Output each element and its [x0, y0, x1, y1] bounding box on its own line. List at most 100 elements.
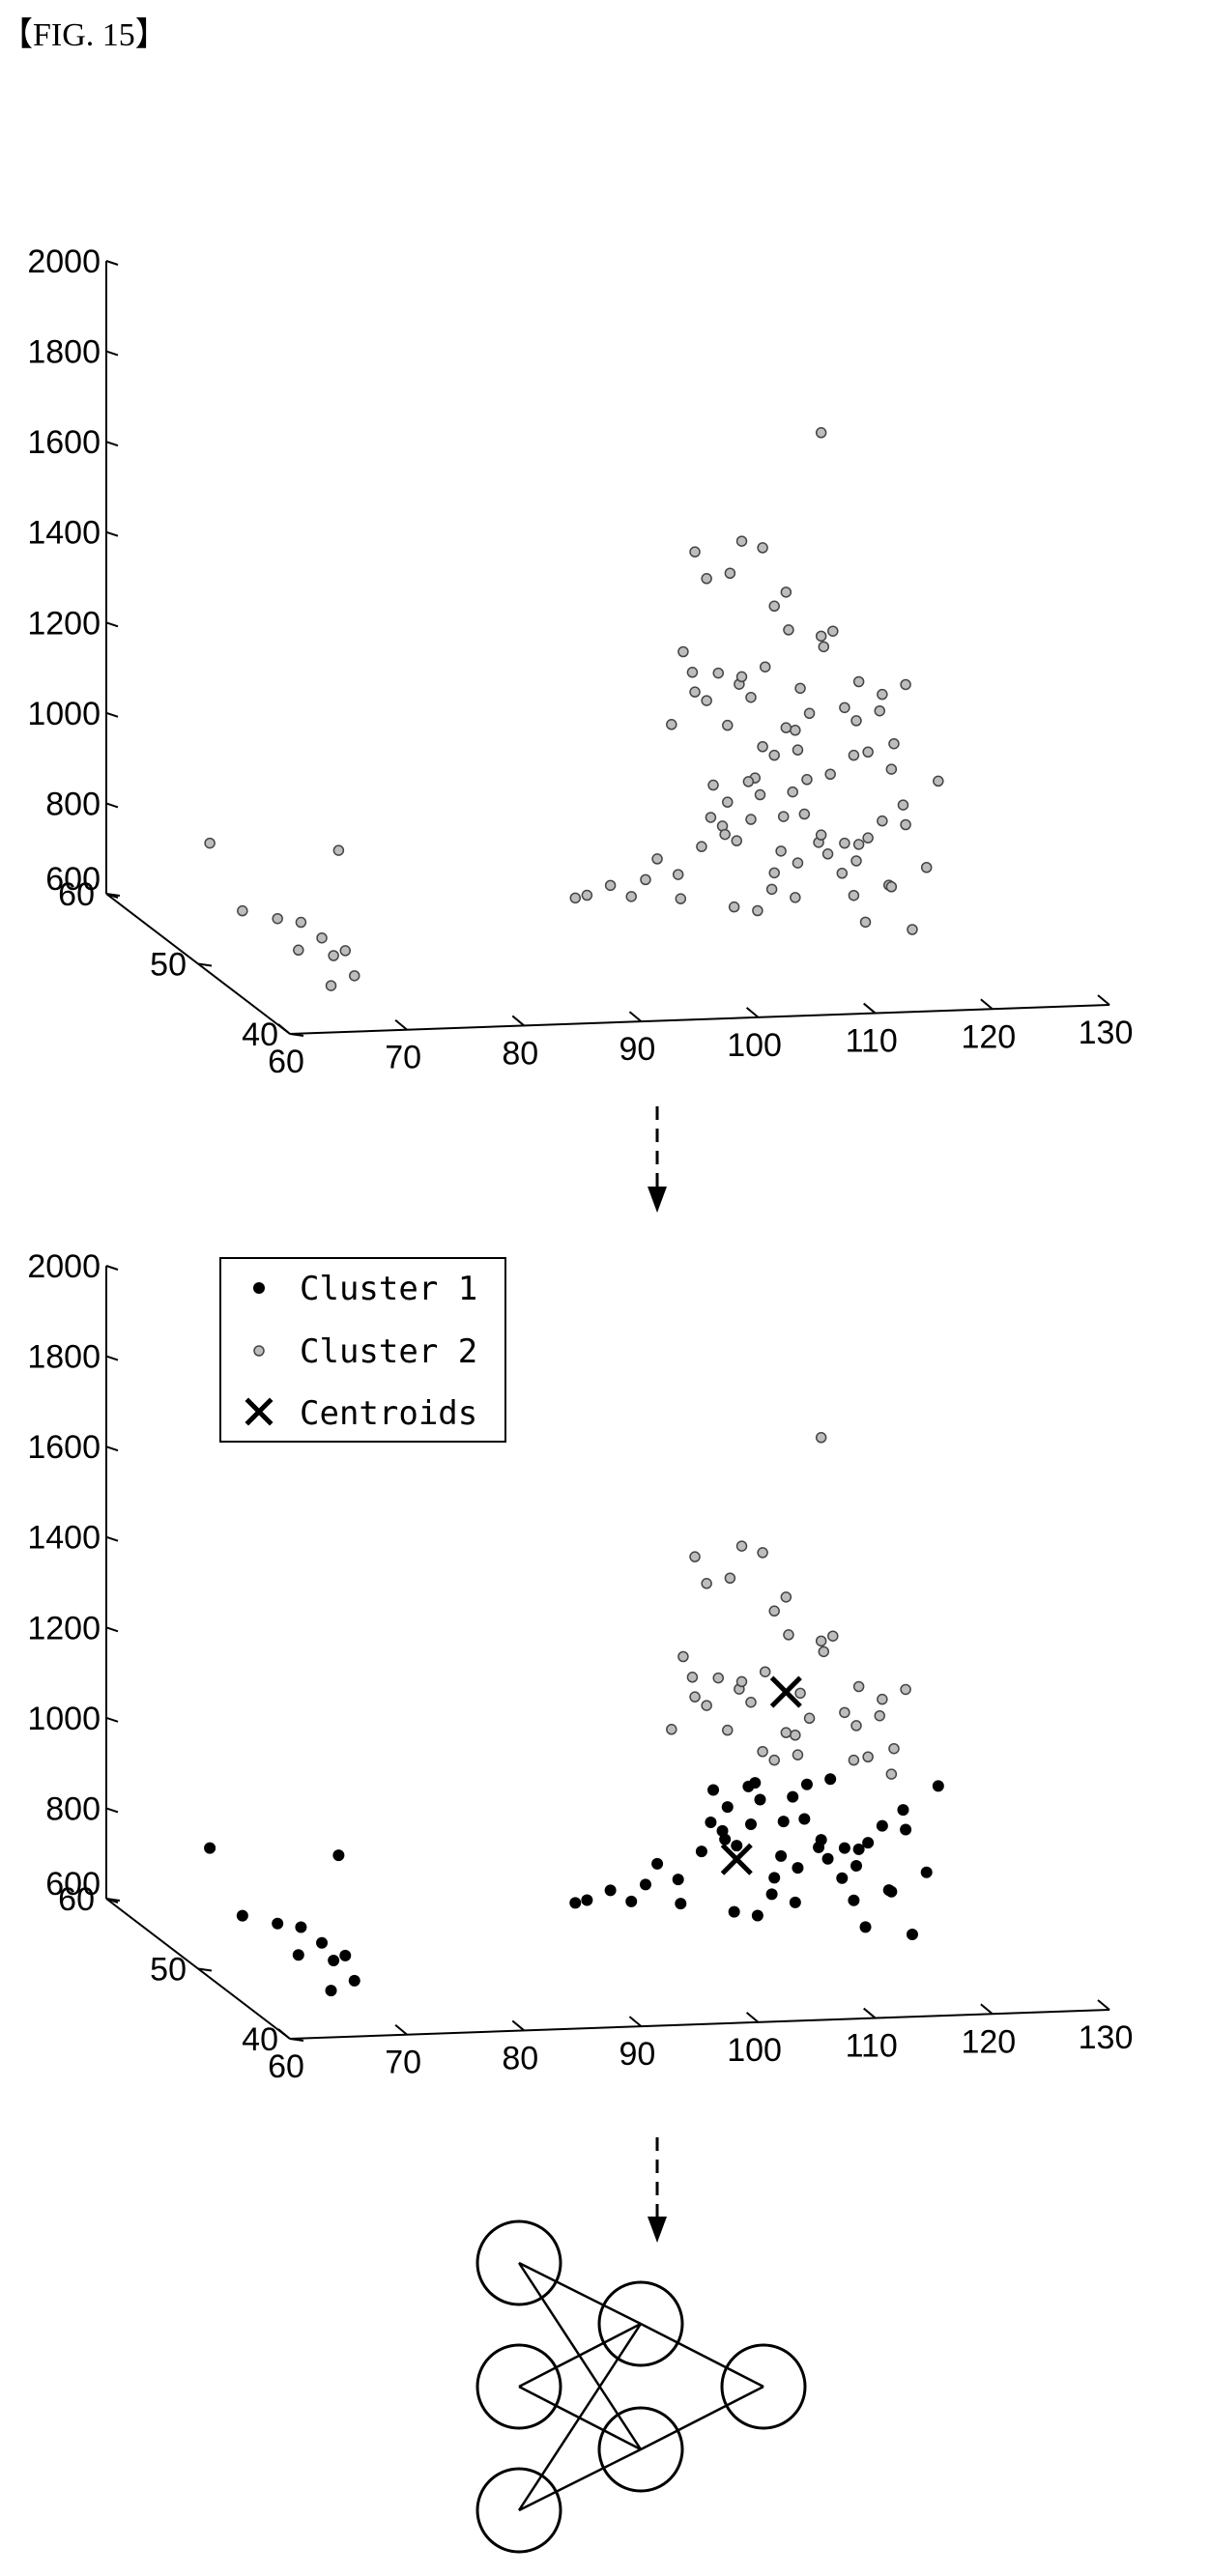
- x-tick-mark: [863, 1002, 877, 1015]
- data-point-cluster2: [735, 1540, 748, 1552]
- data-point-cluster2: [859, 916, 872, 929]
- data-point-cluster2: [204, 837, 216, 849]
- data-point-cluster1: [581, 1894, 593, 1906]
- network-edge: [640, 2385, 764, 2451]
- scatter-3d-clustered: 60 70 80 90 100 110 120 13040506060080010001200…: [27, 1248, 1133, 2085]
- data-point-cluster1: [328, 1955, 340, 1966]
- x-tick-mark: [980, 2003, 994, 2016]
- x-tick-label: 60: [268, 2048, 304, 2085]
- data-point-cluster1: [742, 1780, 755, 1792]
- data-point-cluster1: [316, 1936, 329, 1949]
- z-tick-mark: [105, 1265, 119, 1271]
- scatter-3d-raw: 60 70 80 90 100 110 120 13040506060080010001200…: [27, 243, 1133, 1080]
- z-tick-label: 1600: [27, 424, 101, 461]
- data-point-cluster2: [815, 427, 827, 439]
- data-point-cluster2: [874, 1709, 885, 1722]
- network-node-in-1: [475, 2219, 562, 2306]
- data-point-cluster2: [877, 1693, 888, 1705]
- x-tick-mark: [394, 2023, 408, 2036]
- data-point-cluster2: [677, 645, 689, 658]
- x-tick-mark: [394, 1018, 408, 1031]
- data-point-cluster2: [850, 1720, 862, 1732]
- data-point-cluster2: [701, 695, 712, 706]
- data-point-cluster1: [848, 1894, 860, 1906]
- arrow-head: [648, 1187, 667, 1213]
- data-point-cluster1: [295, 1921, 307, 1933]
- network-node-in-3: [475, 2467, 562, 2554]
- data-point-cluster2: [818, 1646, 830, 1658]
- data-point-cluster2: [900, 1683, 911, 1696]
- data-point-cluster2: [877, 815, 888, 827]
- data-point-cluster2: [728, 901, 740, 913]
- legend-label-centroids: Centroids: [300, 1394, 477, 1433]
- data-point-cluster2: [640, 873, 651, 886]
- x-tick-label: 100: [727, 2032, 782, 2069]
- data-point-cluster2: [803, 707, 816, 720]
- data-point-cluster2: [672, 869, 684, 880]
- network-edge: [518, 2322, 642, 2389]
- data-point-cluster2: [757, 1746, 768, 1758]
- x-tick-label: 130: [1079, 2019, 1134, 2056]
- data-point-cluster2: [783, 1629, 794, 1641]
- z-tick-mark: [105, 1535, 119, 1542]
- data-point-cluster2: [794, 682, 806, 695]
- network-edge: [640, 2322, 764, 2389]
- data-point-cluster2: [888, 737, 900, 750]
- data-point-cluster2: [839, 837, 850, 849]
- data-point-cluster2: [777, 811, 790, 822]
- data-point-cluster1: [768, 1872, 781, 1884]
- data-point-cluster2: [794, 1687, 806, 1700]
- legend-box: [219, 1257, 506, 1443]
- data-point-cluster2: [787, 786, 798, 798]
- x-tick-label: 90: [619, 2036, 656, 2073]
- data-point-cluster2: [780, 1591, 792, 1603]
- data-point-cluster1: [721, 1801, 734, 1814]
- data-point-cluster1: [751, 1909, 763, 1922]
- z-tick-mark: [105, 530, 119, 537]
- z-tick-label: 800: [45, 786, 101, 822]
- data-point-cluster1: [836, 1872, 849, 1884]
- x-tick-mark: [628, 2016, 643, 2027]
- legend-label-cluster2: Cluster 2: [300, 1332, 477, 1371]
- legend-marker-cluster1: [253, 1282, 265, 1294]
- data-point-cluster1: [815, 1834, 827, 1846]
- x-axis-line: [289, 1004, 1110, 1035]
- data-point-cluster2: [339, 945, 352, 957]
- data-point-cluster2: [790, 892, 801, 903]
- data-point-cluster2: [701, 1700, 712, 1711]
- data-point-cluster2: [827, 1630, 839, 1642]
- data-point-cluster2: [768, 1605, 780, 1617]
- x-tick-mark: [511, 2019, 525, 2032]
- data-point-cluster2: [852, 675, 865, 688]
- flow-arrow-down: [648, 2137, 667, 2243]
- data-point-cluster1: [775, 1849, 788, 1862]
- data-point-cluster2: [677, 1650, 689, 1663]
- data-point-cluster2: [790, 725, 801, 736]
- data-point-cluster1: [339, 1949, 352, 1961]
- data-point-cluster1: [332, 1849, 345, 1862]
- z-tick-mark: [105, 1716, 119, 1723]
- data-point-cluster2: [848, 889, 860, 902]
- x-tick-mark: [511, 1015, 525, 1027]
- data-point-cluster1: [906, 1929, 918, 1940]
- data-point-cluster2: [900, 818, 911, 831]
- network-node-hidden-2: [597, 2406, 684, 2493]
- data-point-cluster2: [885, 881, 898, 893]
- data-point-cluster2: [801, 774, 813, 786]
- x-tick-mark: [745, 2012, 760, 2023]
- data-point-cluster2: [735, 1675, 748, 1688]
- data-point-cluster2: [783, 624, 794, 636]
- z-tick-label: 2000: [27, 1248, 101, 1285]
- data-point-cluster2: [852, 1680, 865, 1693]
- data-point-cluster1: [821, 1852, 834, 1865]
- data-point-cluster1: [824, 1773, 837, 1786]
- x-tick-mark: [277, 1023, 291, 1035]
- network-node-hidden-1: [597, 2280, 684, 2367]
- data-point-cluster2: [848, 749, 860, 761]
- data-point-cluster2: [689, 1551, 701, 1562]
- data-point-cluster1: [707, 1784, 720, 1796]
- legend-label-cluster1: Cluster 1: [300, 1270, 477, 1308]
- neural-network-diagram: [475, 2219, 807, 2554]
- data-point-cluster1: [920, 1866, 933, 1878]
- data-point-cluster2: [701, 573, 712, 585]
